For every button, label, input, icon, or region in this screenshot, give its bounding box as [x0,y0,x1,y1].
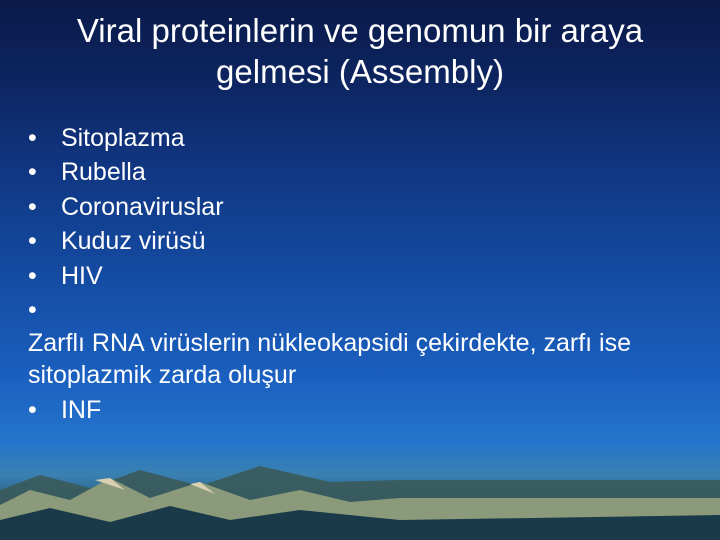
bullet-icon: • [28,156,54,189]
mountain-highlight [95,478,215,494]
list-item: • Kuduz virüsü [28,224,720,259]
list-item: • Rubella [28,155,720,190]
bullet-icon: • [28,225,54,258]
bullet-text: Rubella [61,156,146,189]
mountain-near [0,506,720,540]
bullet-text: Coronaviruslar [61,191,224,224]
slide-title: Viral proteinlerin ve genomun bir araya … [0,0,720,93]
mountain-mid [0,478,720,540]
bullet-icon: • [28,260,54,293]
bullet-icon: • [28,294,54,327]
bullet-text: Zarflı RNA virüslerin nükleokapsidi çeki… [28,327,658,392]
bullet-text: Kuduz virüsü [61,225,206,258]
bullet-text: Sitoplazma [61,122,185,155]
slide: Viral proteinlerin ve genomun bir araya … [0,0,720,540]
bullet-text: INF [61,394,101,427]
bullet-icon: • [28,122,54,155]
list-item: • INF [28,393,720,428]
slide-content: • Sitoplazma • Rubella • Coronaviruslar … [0,93,720,428]
mountain-decoration [0,420,720,540]
bullet-text: HIV [61,260,103,293]
list-item: • Zarflı RNA virüslerin nükleokapsidi çe… [28,293,720,393]
list-item: • Sitoplazma [28,121,720,156]
bullet-icon: • [28,191,54,224]
bullet-icon: • [28,394,54,427]
list-item: • HIV [28,259,720,294]
list-item: • Coronaviruslar [28,190,720,225]
mountain-far [0,466,720,540]
bullet-list: • Sitoplazma • Rubella • Coronaviruslar … [28,121,720,428]
